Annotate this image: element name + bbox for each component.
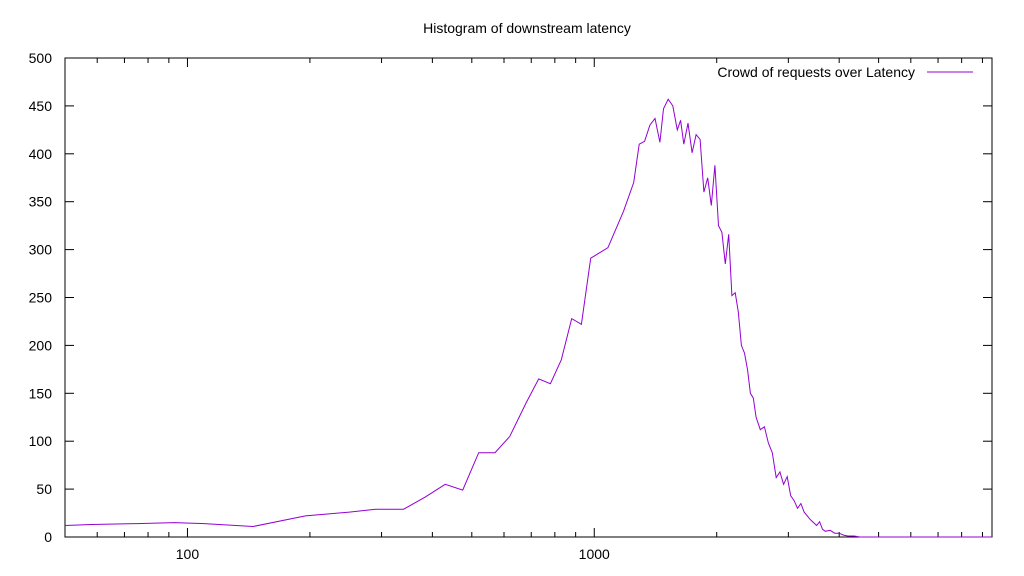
y-tick-label: 250 (29, 290, 53, 306)
y-tick-label: 350 (29, 194, 53, 210)
legend-label: Crowd of requests over Latency (717, 64, 915, 80)
y-tick-label: 300 (29, 242, 53, 258)
x-axis-ticks: 100 1000 (64, 58, 983, 562)
y-tick-label: 0 (44, 529, 52, 545)
chart-title: Histogram of downstream latency (423, 20, 631, 36)
y-tick-label: 200 (29, 337, 53, 353)
x-tick-label: 1000 (579, 546, 610, 562)
y-tick-label: 100 (29, 433, 53, 449)
x-tick-label: 100 (176, 546, 200, 562)
y-axis-ticks: 0 50 100 150 200 250 300 350 400 450 500 (29, 50, 992, 545)
y-tick-label: 150 (29, 385, 53, 401)
y-tick-label: 450 (29, 98, 53, 114)
y-tick-label: 500 (29, 50, 53, 66)
plot-frame (64, 57, 993, 538)
series-line-latency (64, 98, 992, 538)
y-tick-label: 400 (29, 146, 53, 162)
y-tick-label: 50 (36, 481, 52, 497)
legend: Crowd of requests over Latency (717, 64, 973, 80)
